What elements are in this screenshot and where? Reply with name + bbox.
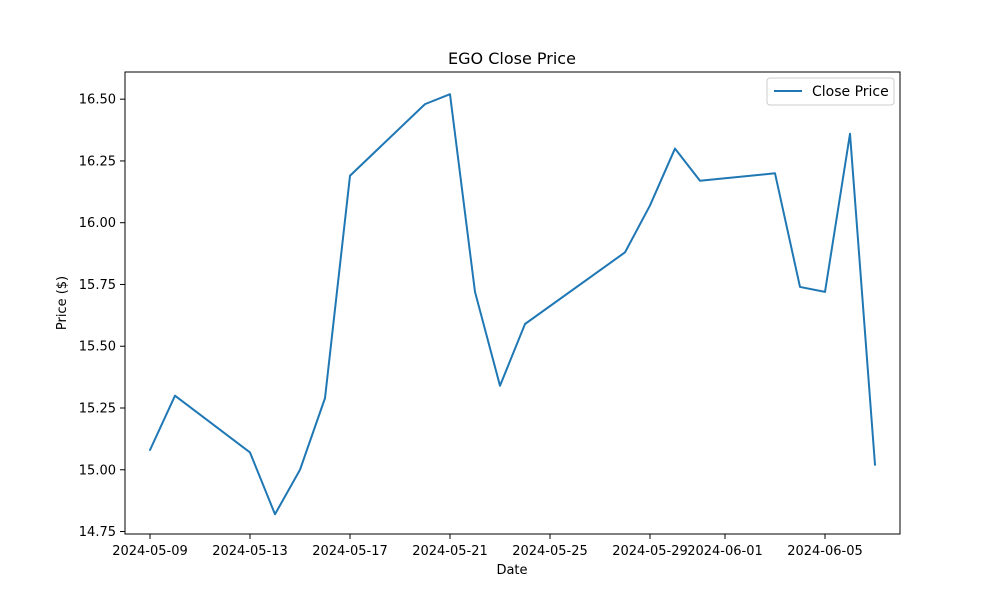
y-tick-label: 16.50 [79,93,116,108]
y-axis: 14.75 15.00 15.25 15.50 15.75 16.00 16.25 16.50 [79,93,125,540]
series-layer [149,93,876,516]
x-tick-label: 2024-05-13 [212,544,288,559]
legend: Close Price [766,77,895,106]
x-tick-label: 2024-05-21 [412,544,488,559]
plot-frame [124,71,901,535]
chart-title: EGO Close Price [448,49,576,68]
y-tick-label: 15.00 [79,463,116,478]
x-tick-label: 2024-05-17 [312,544,388,559]
x-tick-label: 2024-06-05 [787,544,863,559]
y-tick-label: 16.00 [79,216,116,231]
x-tick-label: 2024-06-01 [687,544,763,559]
x-tick-label: 2024-05-29 [612,544,688,559]
y-tick-label: 15.50 [79,340,116,355]
y-tick-label: 15.25 [79,402,116,417]
x-tick-label: 2024-05-25 [512,544,588,559]
x-tick-label: 2024-05-09 [112,544,188,559]
y-tick-label: 16.25 [79,154,116,169]
legend-box [766,77,895,106]
y-tick-label: 14.75 [79,525,116,540]
y-tick-label: 15.75 [79,278,116,293]
x-axis-label: Date [496,563,527,578]
series-line-close-price [149,93,876,516]
y-axis-label: Price ($) [55,276,70,330]
x-axis: 2024-05-09 2024-05-13 2024-05-17 2024-05-21… [112,534,863,559]
legend-series-label: Close Price [812,84,889,100]
